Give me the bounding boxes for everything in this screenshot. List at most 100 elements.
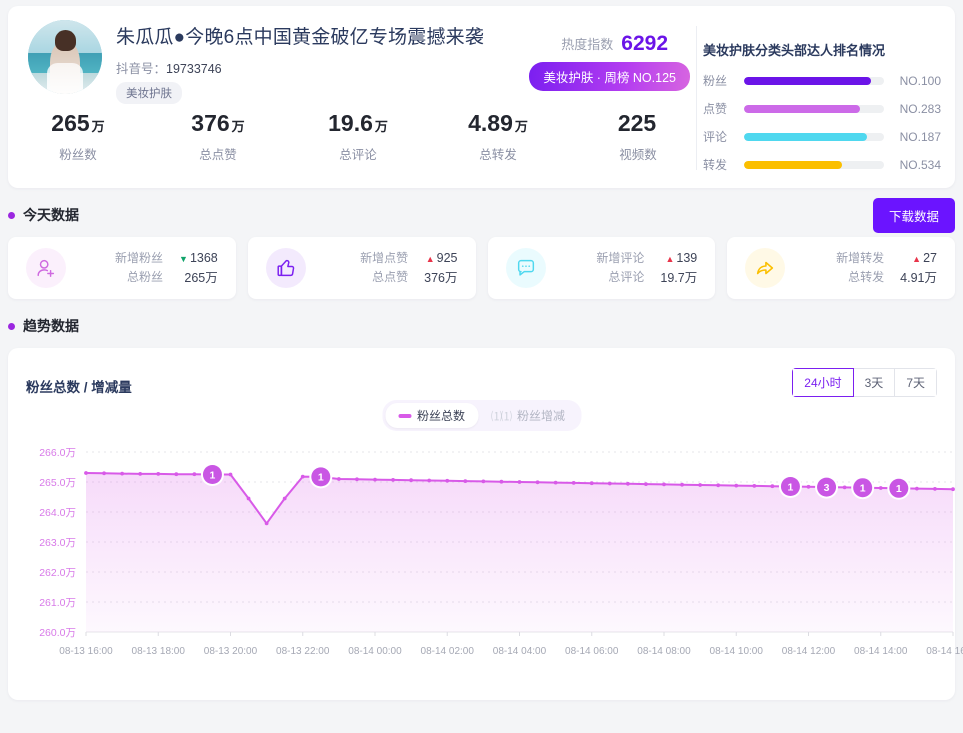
rank-progress-fill — [744, 104, 861, 113]
legend-item-total-fans[interactable]: 粉丝总数 — [384, 403, 478, 428]
download-data-button[interactable]: 下载数据 — [872, 198, 955, 233]
stat-new-value: ▲ 925 — [425, 250, 458, 265]
stat-card-likes[interactable]: 新增点赞 总点赞 ▲ 925 376万 — [247, 237, 476, 299]
chart-point-label-bubble — [202, 465, 222, 484]
rank-progress-fill — [744, 160, 842, 169]
x-axis-tick-label: 08-13 22:00 — [276, 646, 330, 657]
rank-row-label: 转发 — [703, 158, 728, 172]
x-axis-tick-label: 08-14 06:00 — [565, 646, 619, 657]
chart-plot-area: 260.0万 261.0万 262.0万 263.0万 264.0万 265.0万 266.… — [8, 438, 963, 683]
user-avatar[interactable] — [28, 20, 102, 94]
triangle-up-icon: ▲ — [912, 253, 922, 264]
metric-label: 总转发 — [479, 148, 517, 162]
rank-progress-fill — [744, 76, 872, 85]
vertical-divider — [696, 26, 697, 170]
chart-area-fill — [86, 473, 953, 632]
person-plus-icon — [26, 248, 66, 288]
chart-data-point — [914, 486, 919, 491]
metric-value: 4.89 万 — [468, 110, 528, 136]
legend-item-fan-change[interactable]: ⑴⑴ 粉丝增减 — [478, 403, 578, 428]
range-7d-button[interactable]: 7天 — [895, 368, 937, 397]
rank-progress-track — [744, 132, 884, 141]
chart-data-point — [680, 482, 684, 487]
x-axis-tick-label: 08-13 16:00 — [59, 646, 113, 657]
y-axis-tick-label: 264.0万 — [39, 507, 76, 519]
profile-metrics: 265 万 粉丝数 376 万 总点赞 19.6 万 总评论 4.89 万 总转发 22… — [8, 110, 708, 170]
x-axis-tick-label: 08-14 12:00 — [782, 646, 836, 657]
chart-data-point — [806, 484, 811, 489]
rank-progress-track — [744, 160, 884, 169]
stat-card-text: 新增转发 总转发 ▲ 27 4.91万 — [836, 249, 937, 288]
chart-point-label-value: 1 — [860, 483, 866, 495]
metric-label: 粉丝数 — [59, 148, 97, 162]
y-axis-tick-label: 262.0万 — [39, 567, 76, 579]
thumbs-up-icon — [265, 248, 306, 288]
x-axis-tick-label: 08-14 04:00 — [493, 646, 547, 657]
stat-total-value: 4.91万 — [900, 270, 937, 285]
stat-card-labels: 新增转发 总转发 — [836, 249, 884, 288]
dashboard-page: 朱瓜瓜●今晚6点中国黄金破亿专场震撼来袭 抖音号：19733746 美妆护肤 2… — [0, 6, 963, 733]
chart-data-point — [84, 471, 88, 475]
rank-row-comments: 评论 NO.187 — [703, 128, 941, 145]
rank-progress-track — [744, 104, 884, 113]
stat-card-fans[interactable]: 新增粉丝 总粉丝 ▼ 1368 265万 — [8, 237, 236, 299]
stat-card-comments[interactable]: 新增评论 总评论 ▲ 139 19.7万 — [487, 237, 716, 299]
y-axis-tick-label: 260.0万 — [39, 627, 76, 639]
rank-row-label: 评论 — [703, 130, 728, 144]
stat-total-label: 总转发 — [848, 269, 885, 284]
stat-card-labels: 新增粉丝 总粉丝 — [115, 249, 163, 288]
douyin-id: 抖音号：19733746 — [116, 58, 222, 77]
stat-total-label: 总粉丝 — [127, 269, 164, 284]
trend-chart-panel: 粉丝总数 / 增减量 24小时 3天 7天 粉丝总数 ⑴⑴ 粉丝增减 260.0… — [8, 348, 963, 700]
metric-comments: 19.6 万 总评论 — [288, 110, 428, 170]
category-rank-panel: 美妆护肤分类头部达人排名情况 粉丝 NO.100 点赞 NO.283 评论 NO… — [703, 40, 941, 184]
stat-new-label: 新增粉丝 — [115, 250, 164, 265]
x-axis-tick-label: 08-13 20:00 — [204, 646, 258, 657]
stat-new-label: 新增转发 — [836, 250, 885, 265]
trend-section-header: 趋势数据 — [8, 315, 955, 337]
bullet-dot-icon — [8, 322, 15, 330]
range-24h-button[interactable]: 24小时 — [792, 368, 854, 397]
chart-data-point — [427, 478, 432, 483]
chart-data-point — [264, 521, 269, 526]
chart-data-point — [355, 477, 359, 482]
heat-index-label: 热度指数 — [561, 37, 614, 52]
chart-data-point — [553, 480, 558, 485]
chart-point-label-value: 1 — [318, 472, 324, 484]
category-tag: 美妆护肤 — [116, 82, 182, 104]
rank-row-label: 点赞 — [703, 102, 728, 116]
x-axis-tick-label: 08-13 18:00 — [132, 646, 186, 657]
time-range-switch[interactable]: 24小时 3天 7天 — [792, 368, 937, 397]
today-stat-cards: 新增粉丝 总粉丝 ▼ 1368 265万 新增点赞 总点赞 — [8, 237, 955, 299]
comment-icon — [505, 248, 546, 288]
metric-value: 225 — [617, 110, 657, 136]
stat-card-values: ▲ 27 4.91万 — [900, 249, 937, 288]
chart-data-point — [842, 485, 847, 490]
chart-point-label-value: 1 — [210, 469, 216, 481]
rank-row-value: NO.100 — [899, 73, 941, 88]
today-section-title: 今天数据 — [23, 207, 79, 223]
stat-card-shares[interactable]: 新增转发 总转发 ▲ 27 4.91万 — [727, 237, 955, 299]
trend-section-title: 趋势数据 — [23, 318, 79, 334]
chart-data-point — [734, 483, 739, 488]
stat-card-text: 新增评论 总评论 ▲ 139 19.7万 — [596, 249, 697, 288]
triangle-down-icon: ▼ — [179, 253, 188, 264]
x-axis-tick-label: 08-14 08:00 — [637, 646, 691, 657]
triangle-up-icon: ▲ — [425, 253, 435, 264]
chart-data-point — [571, 481, 576, 485]
y-axis-tick-label: 263.0万 — [39, 537, 76, 549]
avatar-hair — [54, 30, 77, 52]
range-3d-button[interactable]: 3天 — [853, 368, 896, 397]
metric-label: 总评论 — [339, 148, 377, 162]
chart-data-point — [246, 496, 251, 501]
rank-row-label: 粉丝 — [703, 74, 728, 88]
metric-videos: 225 视频数 — [568, 110, 708, 170]
chart-point-label-bubble — [889, 478, 909, 498]
metric-likes: 376 万 总点赞 — [148, 110, 288, 170]
chart-data-point — [300, 474, 305, 479]
x-axis-tick-label: 08-14 16:00 — [926, 646, 963, 657]
profile-card: 朱瓜瓜●今晚6点中国黄金破亿专场震撼来袭 抖音号：19733746 美妆护肤 2… — [8, 6, 955, 188]
rank-badge: 美妆护肤 · 周榜 NO.125 — [529, 62, 690, 91]
chart-point-label-bubble — [311, 467, 331, 487]
chart-point-label-value: 1 — [788, 481, 794, 493]
